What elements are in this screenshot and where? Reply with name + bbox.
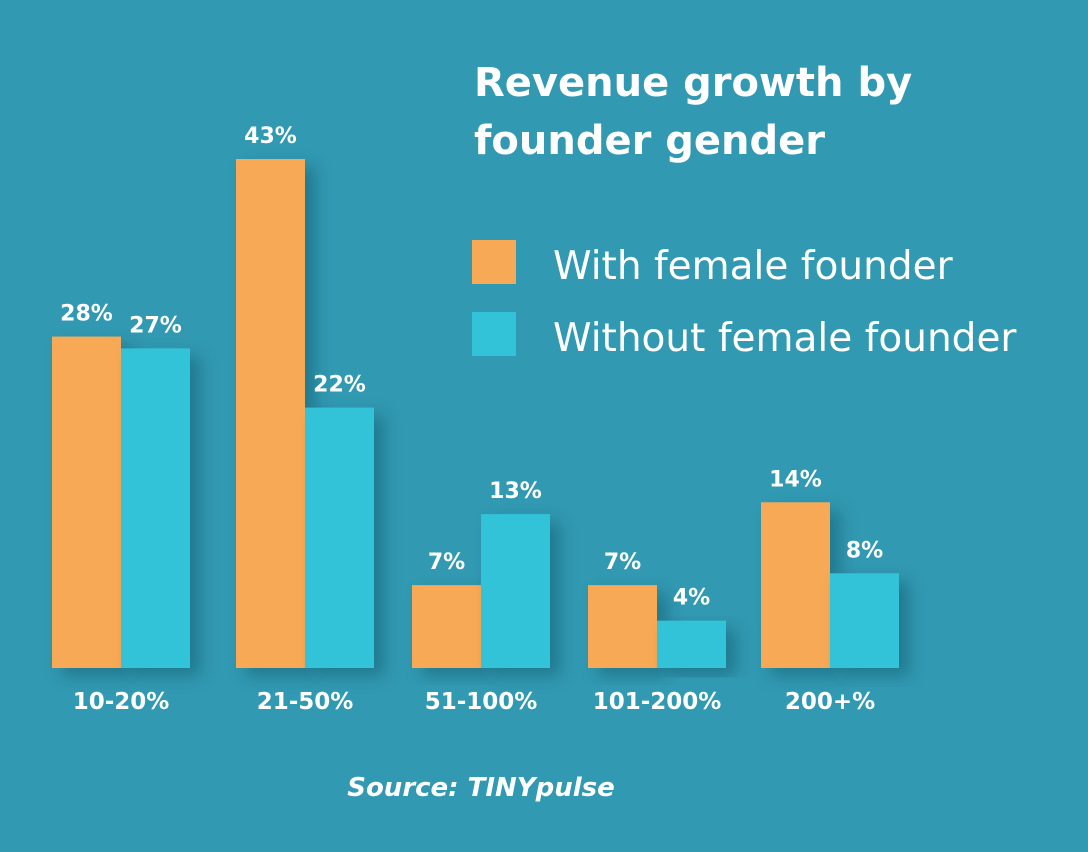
value-label-female-3: 7% [604, 550, 641, 575]
bar-no-female-0 [121, 348, 190, 668]
value-label-no-female-0: 27% [129, 313, 182, 338]
category-label-0: 10-20% [73, 689, 170, 715]
category-label-1: 21-50% [257, 689, 354, 715]
legend-swatch-no-female [472, 312, 516, 356]
bar-female-1 [236, 159, 305, 668]
source-note: Source: TINYpulse [347, 773, 615, 803]
value-label-female-1: 43% [244, 124, 297, 149]
value-label-female-4: 14% [769, 467, 822, 492]
category-label-3: 101-200% [593, 689, 722, 715]
bar-female-3 [588, 585, 657, 668]
bars [52, 159, 899, 668]
chart-title-line-2: founder gender [474, 118, 825, 164]
value-label-no-female-3: 4% [673, 586, 710, 611]
legend-label-female: With female founder [553, 244, 954, 289]
value-label-no-female-2: 13% [489, 479, 542, 504]
chart-title-line-1: Revenue growth by [474, 60, 912, 106]
bar-no-female-4 [830, 573, 899, 668]
value-label-no-female-1: 22% [313, 373, 366, 398]
value-label-female-2: 7% [428, 550, 465, 575]
bar-no-female-2 [481, 514, 550, 668]
bar-female-0 [52, 336, 121, 668]
category-label-2: 51-100% [425, 689, 538, 715]
bar-female-4 [761, 502, 830, 668]
bar-no-female-1 [305, 407, 374, 668]
bar-female-2 [412, 585, 481, 668]
legend-swatch-female [472, 240, 516, 284]
category-label-4: 200+% [785, 689, 875, 715]
labels: 28% 27% 10-20% 43% 22% 21-50% 7% 13% 51-100% 7% 4%… [60, 124, 883, 715]
value-label-female-0: 28% [60, 302, 113, 327]
value-label-no-female-4: 8% [846, 538, 883, 563]
bar-no-female-3 [657, 620, 726, 668]
legend-label-no-female: Without female founder [553, 316, 1017, 361]
